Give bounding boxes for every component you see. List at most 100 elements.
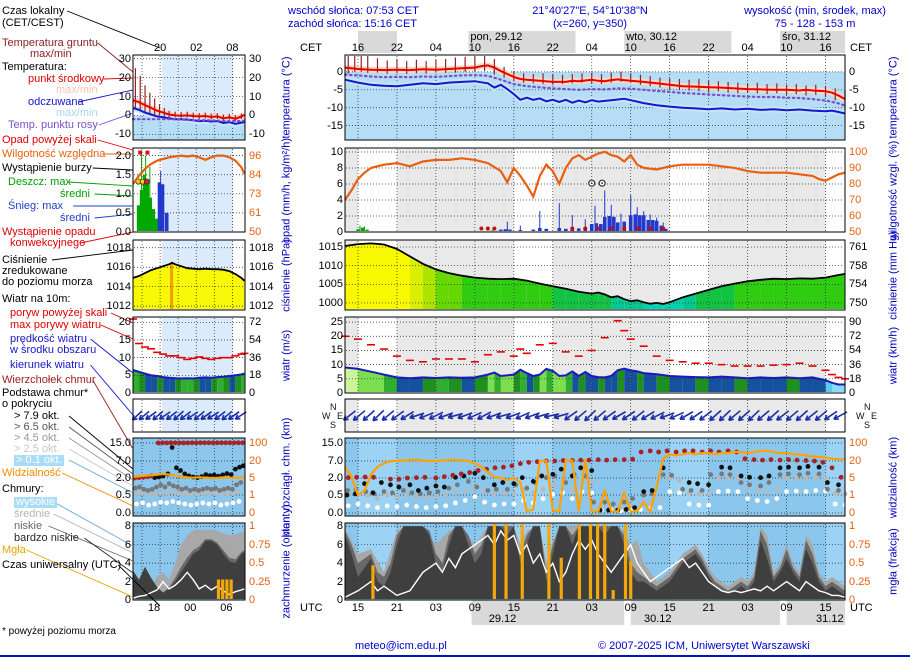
legend-item-5: punkt środkowy: [28, 73, 105, 85]
axis-tick-label: 20: [118, 71, 131, 84]
axis-tick-label: 100: [849, 437, 868, 449]
axis-tick-label: 1: [249, 520, 256, 533]
axis-tick-label: 1010: [318, 259, 343, 272]
main-winddir: [342, 398, 848, 433]
axis-tick-label: 16: [351, 42, 365, 54]
axis-tick-label: 20: [153, 42, 167, 54]
legend-item-1: (CET/CEST): [2, 17, 64, 29]
elevation-values: 75 - 128 - 153 m: [774, 18, 856, 30]
axis-tick-label: 0.5: [115, 206, 131, 219]
legend-item-36: Widzialność: [2, 467, 61, 479]
legend-item-37: Chmury:: [2, 483, 44, 495]
axis-tick-label: 70: [849, 194, 862, 206]
legend-item-19: Ciśnienie: [2, 254, 48, 266]
axis-tick-label: 0: [336, 65, 343, 78]
axis-tick-label: 1005: [318, 278, 343, 291]
axis-title-cloudiness-left: zachmurzenie (oktanty): [280, 504, 293, 619]
axis-tick-label: 54: [249, 333, 262, 346]
axis-tick-label: 96: [249, 149, 262, 162]
axis-tick-label: 08: [226, 42, 239, 54]
axis-tick-label: 2.0: [327, 472, 343, 484]
axis-tick-label: 8: [336, 520, 343, 533]
axis-tick-label: -10: [849, 101, 865, 114]
legend-item-31: > 7.9 okt.: [14, 410, 60, 422]
axis-tick-label: 22: [546, 42, 559, 54]
axis-tick-label: 0: [849, 594, 856, 606]
legend-item-7: odczuwana: [28, 96, 84, 108]
axis-tick-label: 61: [249, 206, 262, 219]
axis-tick-label: 84: [249, 168, 262, 181]
axis-tick-label: 5: [249, 472, 256, 484]
axis-tick-label: 73: [249, 187, 262, 200]
axis-tick-label: 100: [249, 437, 268, 449]
legend-item-27: kierunek wiatru: [10, 359, 84, 371]
axis-tick-label: -15: [327, 119, 343, 132]
mini-cloudbase: [132, 437, 246, 517]
axis-tick-label: 04: [429, 42, 443, 54]
main-temp: [343, 54, 847, 141]
mini-temp: [131, 54, 246, 141]
axis-tick-label: 15: [507, 602, 520, 614]
axis-tick-label: 1012: [106, 300, 131, 313]
axis-tick-label: 10: [624, 42, 637, 54]
legend-item-42: Mgła: [2, 544, 26, 556]
legend-item-34: > 2.5 okt.: [14, 443, 60, 455]
legend-item-6: max/min: [56, 84, 98, 96]
axis-tick-label: 0.5: [249, 557, 265, 570]
legend-item-30: o pokryciu: [2, 398, 53, 410]
legend-item-8: max/min: [56, 107, 98, 119]
axis-tick-label: 18: [249, 369, 262, 382]
axis-tick-label: 15: [819, 602, 832, 614]
axis-tick-label: 0.0: [115, 226, 131, 238]
legend-item-41: bardzo niskie: [14, 532, 79, 544]
axis-tick-label: 03: [429, 602, 443, 614]
legend-item-0: Czas lokalny: [2, 5, 65, 17]
axis-tick-label: 15: [351, 602, 365, 614]
axis-tick-label: 06: [220, 602, 233, 614]
axis-tick-label: 0.5: [849, 557, 865, 570]
axis-tick-label: 21: [546, 602, 559, 614]
contact-email-link[interactable]: meteo@icm.edu.pl: [355, 640, 447, 652]
axis-tick-label: 0.25: [849, 575, 871, 588]
axis-tick-label: 1: [249, 489, 256, 501]
legend-item-28: Wierzchołek chmur: [2, 374, 96, 386]
axis-tick-label: pon, 29.12: [470, 31, 523, 43]
axis-tick-label: 50: [249, 226, 262, 238]
axis-tick-label: 54: [849, 344, 862, 357]
main-pressure: [344, 239, 846, 311]
axis-tick-label: 2: [336, 575, 343, 588]
axis-tick-label: 03: [585, 602, 598, 614]
axis-tick-label: 0: [849, 387, 856, 399]
axis-tick-label: 10: [118, 351, 131, 364]
axis-tick-label: 1016: [106, 261, 131, 274]
axis-tick-label: 8: [336, 162, 343, 174]
axis-tick-label: 1015: [318, 241, 343, 254]
axis-tick-label: 1012: [249, 300, 274, 313]
axis-tick-label: 2.0: [115, 472, 131, 484]
axis-tick-label: 30: [118, 52, 131, 65]
main-wind: [341, 316, 849, 394]
axis-tick-label: 1014: [249, 280, 274, 293]
axis-tick-label: 1014: [106, 280, 131, 293]
axis-tick-label: śro, 31.12: [782, 31, 831, 43]
legend-item-38: wysokie: [14, 496, 58, 508]
axis-tick-label: 0: [249, 387, 256, 399]
axis-tick-label: 0: [249, 109, 256, 122]
axis-tick-label: 0: [336, 594, 343, 606]
axis-tick-label: 2: [336, 210, 343, 222]
axis-tick-label: 90: [849, 162, 862, 174]
axis-tick-label: 0: [124, 387, 131, 399]
axis-tick-label: 0.5: [327, 489, 343, 501]
axis-tick-label: 10: [118, 90, 131, 103]
legend-item-29: Podstawa chmur*: [2, 387, 89, 399]
axis-tick-label: 10: [468, 42, 481, 54]
axis-tick-label: 60: [849, 210, 862, 222]
axis-tick-label: 1000: [318, 296, 343, 309]
legend-item-14: średni: [60, 188, 90, 200]
axis-tick-label: 15: [118, 333, 131, 346]
axis-tick-label: 4: [336, 194, 343, 206]
legend-item-33: > 4.5 okt.: [14, 432, 60, 444]
axis-tick-label: 0.75: [849, 538, 871, 551]
legend-item-10: Opad powyżej skali: [2, 134, 97, 146]
